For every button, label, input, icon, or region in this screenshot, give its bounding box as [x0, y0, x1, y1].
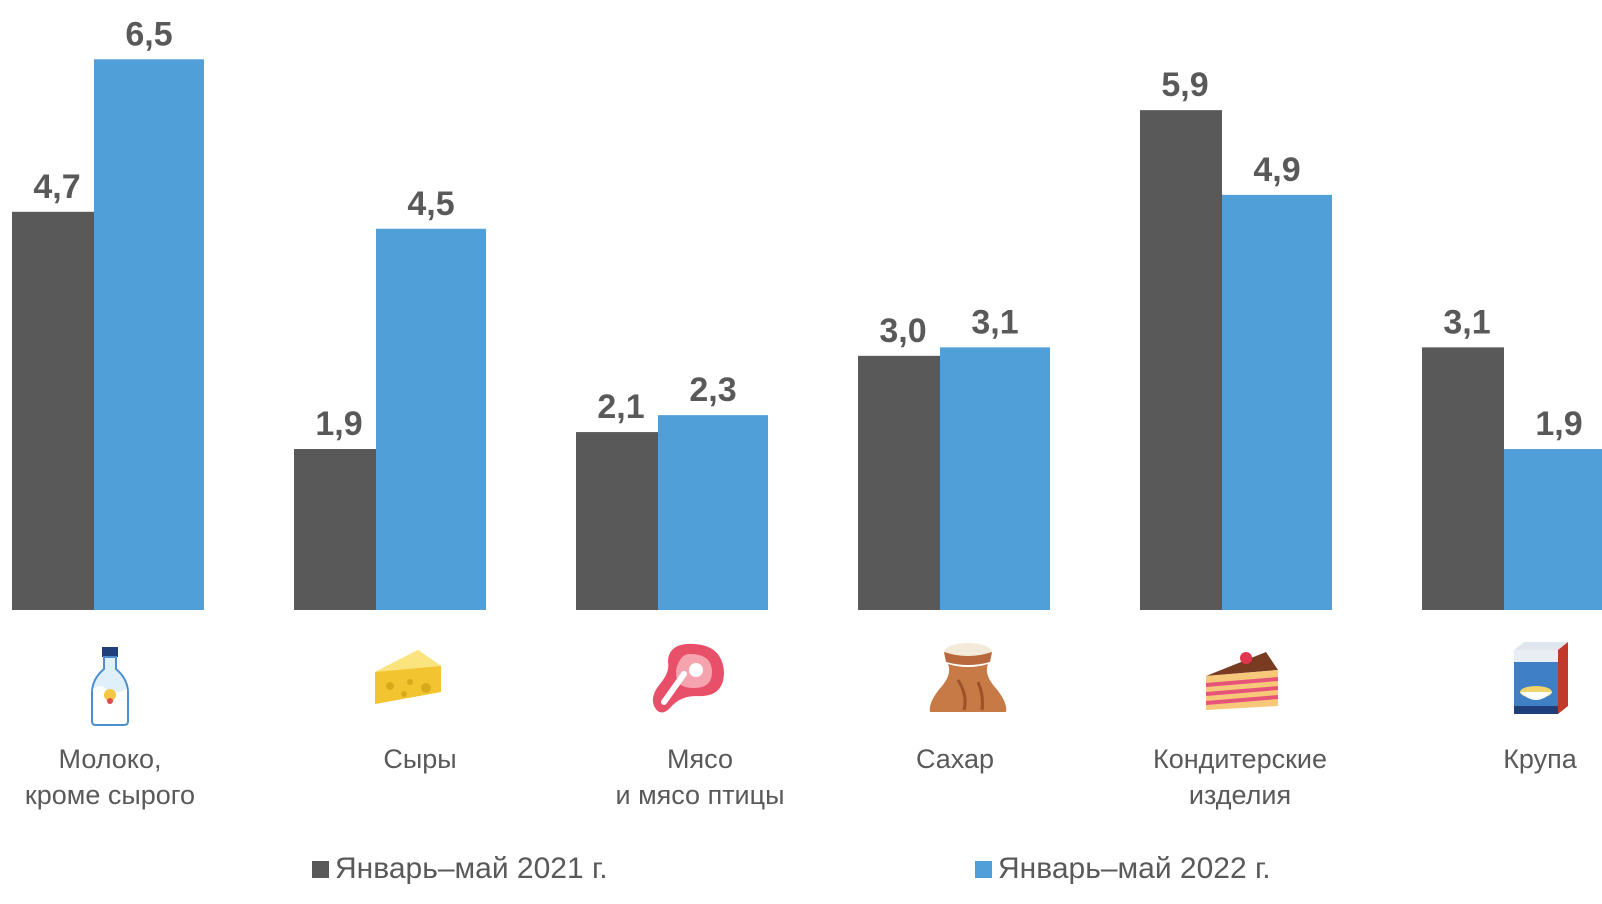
bar-2022-4	[1222, 194, 1332, 610]
bar-2022-5	[1504, 449, 1602, 610]
value-label-2022-0: 6,5	[125, 15, 172, 53]
value-label-2022-5: 1,9	[1535, 405, 1582, 443]
bar-2021-1	[294, 449, 376, 610]
category-icons-layer	[91, 642, 1568, 726]
legend-swatch-2022	[975, 860, 992, 878]
legend-label-2021: Январь–май 2021 г.	[335, 852, 608, 885]
meat-icon	[652, 643, 724, 713]
value-label-2021-4: 5,9	[1161, 66, 1208, 104]
legend-item-2022: Январь–май 2022 г.	[975, 852, 1271, 886]
value-label-2021-5: 3,1	[1443, 303, 1490, 341]
bar-2022-1	[376, 228, 486, 610]
cereal-box-icon	[1514, 642, 1568, 714]
category-label-1-line-0: Сыры	[383, 744, 456, 774]
legend-swatch-2021	[312, 860, 329, 878]
value-label-2022-1: 4,5	[407, 185, 454, 223]
bar-2021-2	[576, 432, 658, 610]
value-labels-layer: 4,7 6,5 1,9 4,5 2,1 2,3 3,0 3,1 5,9 4,9 3,1 1,9	[33, 15, 1582, 443]
sugar-sack-icon	[929, 643, 1007, 712]
category-label-2-line-1: и мясо птицы	[615, 780, 784, 810]
value-label-2021-0: 4,7	[33, 168, 80, 206]
legend-item-2021: Январь–май 2021 г.	[312, 852, 608, 886]
cake-icon	[1205, 652, 1279, 710]
legend-label-2022: Январь–май 2022 г.	[998, 852, 1271, 885]
value-label-2021-3: 3,0	[879, 312, 926, 350]
milk-bottle-icon	[91, 647, 129, 726]
bar-2022-3	[940, 347, 1050, 610]
category-labels-layer: Молоко, кроме сырого Сыры Мясо и мясо птицы С…	[25, 744, 1578, 810]
bar-2021-3	[858, 355, 940, 610]
bar-chart: 4,7 6,5 1,9 4,5 2,1 2,3 3,0 3,1 5,9 4,9 3,1 1,9	[12, 15, 1602, 810]
category-label-3-line-0: Сахар	[916, 744, 994, 774]
cheese-icon	[375, 650, 441, 704]
bar-2021-0	[12, 211, 94, 611]
category-label-4-line-0: Кондитерские	[1153, 744, 1327, 774]
bar-2021-4	[1140, 110, 1222, 610]
category-label-4-line-1: изделия	[1189, 780, 1291, 810]
category-label-0-line-1: кроме сырого	[25, 780, 195, 810]
bars-layer	[12, 59, 1602, 611]
value-label-2022-4: 4,9	[1253, 151, 1300, 189]
value-label-2022-2: 2,3	[689, 371, 736, 409]
value-label-2021-2: 2,1	[597, 388, 644, 426]
value-label-2021-1: 1,9	[315, 405, 362, 443]
bar-2022-2	[658, 415, 768, 610]
value-label-2022-3: 3,1	[971, 303, 1018, 341]
category-label-0-line-0: Молоко,	[59, 744, 162, 774]
bar-2021-5	[1422, 347, 1504, 610]
bar-2022-0	[94, 59, 204, 611]
category-label-5-line-0: Крупа	[1503, 744, 1578, 774]
category-label-2-line-0: Мясо	[667, 744, 733, 774]
